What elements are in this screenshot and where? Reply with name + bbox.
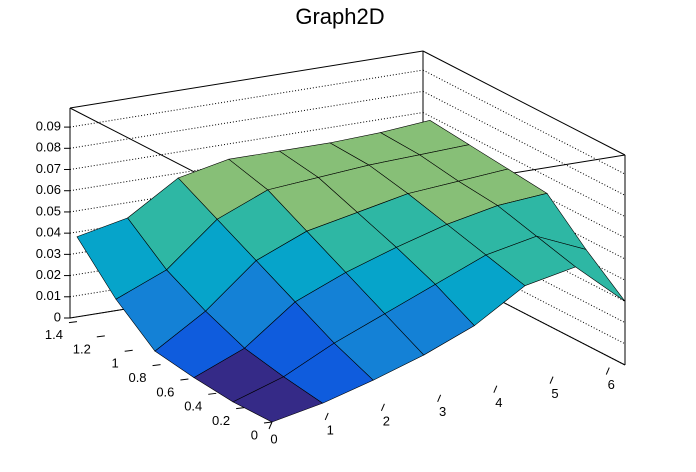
grid-line	[422, 133, 626, 239]
x-tick-label: 3	[439, 404, 446, 419]
y-tick	[96, 335, 105, 338]
x-tick	[437, 394, 442, 402]
y-tick-label: 1	[111, 356, 118, 371]
z-tick-label: 0.07	[36, 161, 61, 176]
x-tick	[324, 412, 329, 421]
y-tick	[124, 349, 133, 352]
y-tick	[180, 378, 189, 381]
grid-line	[422, 239, 626, 345]
z-tick-label: 0.02	[36, 267, 61, 282]
grid-line	[422, 154, 626, 260]
x-tick-label: 6	[608, 377, 615, 392]
grid-line	[422, 196, 626, 302]
x-tick-label: 2	[383, 413, 390, 428]
z-tick-label: 0.04	[36, 225, 61, 240]
grid-line	[422, 90, 626, 196]
grid-line	[69, 69, 424, 128]
x-tick-label: 1	[327, 422, 334, 437]
z-tick-label: 0.08	[36, 140, 61, 155]
y-tick	[208, 392, 217, 395]
x-tick-label: 0	[270, 431, 277, 446]
y-tick-label: 0.4	[184, 399, 202, 414]
y-tick	[236, 407, 245, 410]
x-tick	[549, 376, 554, 384]
z-tick-label: 0.05	[36, 203, 61, 218]
y-tick-label: 1.4	[45, 327, 63, 342]
grid-line	[422, 112, 626, 217]
z-tick-label: 0.09	[36, 119, 61, 134]
y-tick-label: 1.2	[73, 341, 91, 356]
z-tick-label: 0.03	[36, 246, 61, 261]
grid-line	[422, 69, 626, 175]
box-edge	[69, 50, 424, 109]
y-tick-label: 0.6	[156, 384, 174, 399]
x-tick-label: 5	[551, 386, 558, 401]
x-tick-label: 4	[495, 395, 502, 410]
z-tick-label: 0.06	[36, 182, 61, 197]
surface-cell	[232, 376, 324, 423]
box-edge	[422, 50, 626, 156]
grid-line	[422, 218, 626, 324]
y-tick-label: 0.8	[128, 370, 146, 385]
y-tick	[152, 364, 161, 367]
z-tick-label: 0	[54, 309, 61, 324]
x-tick	[268, 421, 273, 430]
x-tick	[493, 385, 498, 393]
y-tick-label: 0	[251, 427, 258, 442]
grid-line	[69, 112, 424, 171]
grid-line	[69, 90, 424, 149]
y-tick-label: 0.2	[212, 413, 230, 428]
chart-title: Graph2D	[295, 4, 384, 29]
y-tick	[263, 421, 273, 424]
x-tick	[605, 367, 610, 375]
x-tick	[380, 403, 385, 412]
y-tick	[68, 321, 78, 324]
z-tick-label: 0.01	[36, 288, 61, 303]
